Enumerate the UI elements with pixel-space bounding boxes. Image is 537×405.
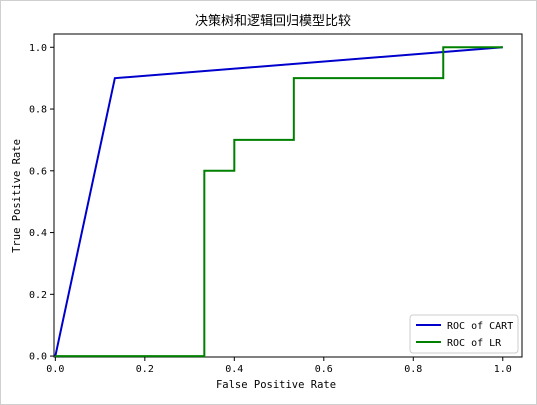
x-tick-label: 0.2 [136,364,154,375]
y-tick-label: 1.0 [29,43,47,54]
x-tick-label: 0.4 [225,364,243,375]
plot-area: 0.0 0.2 0.4 0.6 0.8 1.0 0.0 0.2 0.4 0.6 0.8 1.0 [29,33,523,375]
y-tick-label: 0.4 [29,228,47,239]
y-axis-label: True Positive Rate [11,139,23,253]
x-tick-label: 0.8 [404,364,422,375]
x-axis-label: False Positive Rate [216,379,336,391]
y-tick-label: 0.6 [29,166,47,177]
series-line-lr [55,46,503,358]
x-axis: 0.0 0.2 0.4 0.6 0.8 1.0 [46,357,512,375]
chart-title: 决策树和逻辑回归模型比较 [195,13,351,29]
plot-frame [53,33,523,358]
y-axis: 0.0 0.2 0.4 0.6 0.8 1.0 [29,43,54,363]
y-tick-label: 0.0 [29,352,47,363]
x-tick-label: 0.6 [315,364,333,375]
legend: ROC of CART ROC of LR [409,314,519,354]
series-layer [54,46,503,358]
x-tick-label: 1.0 [494,364,512,375]
series-line-cart [54,46,503,357]
y-tick-label: 0.8 [29,105,47,116]
legend-label-lr: ROC of LR [447,338,502,349]
x-tick-label: 0.0 [46,364,64,375]
legend-label-cart: ROC of CART [447,321,513,332]
y-tick-label: 0.2 [29,290,47,301]
